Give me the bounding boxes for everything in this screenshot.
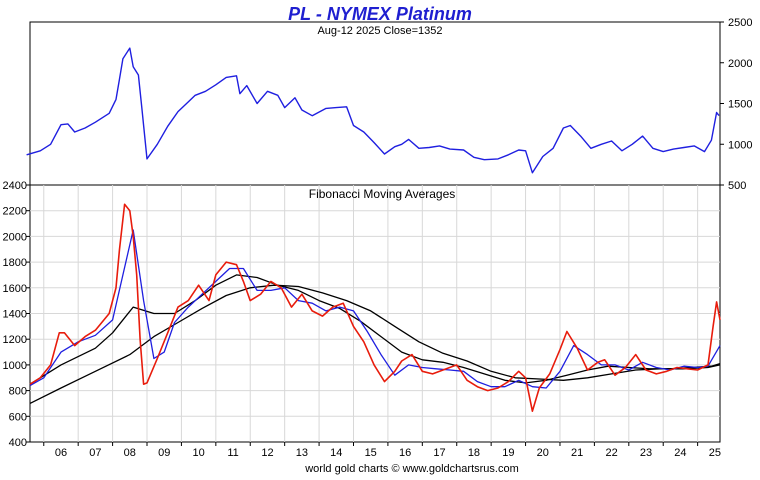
x-tick-label: 09: [158, 447, 170, 459]
price-line: [26, 47, 720, 174]
x-tick-label: 10: [193, 447, 205, 459]
fib-tick-label: 2200: [3, 206, 27, 218]
fib-tick-label: 2000: [3, 231, 27, 243]
x-tick-label: 19: [502, 447, 514, 459]
x-tick-label: 12: [261, 447, 273, 459]
x-tick-label: 25: [709, 447, 721, 459]
fib-tick-label: 800: [9, 386, 27, 398]
x-tick-label: 18: [468, 447, 480, 459]
fib-tick-label: 1800: [3, 257, 27, 269]
fib-tick-label: 600: [9, 411, 27, 423]
x-tick-label: 16: [399, 447, 411, 459]
x-tick-label: 21: [571, 447, 583, 459]
fib-tick-label: 2400: [3, 180, 27, 192]
price-panel-frame: [29, 21, 721, 186]
fib-tick-label: 1600: [3, 283, 27, 295]
fib-tick-label: 1000: [3, 360, 27, 372]
x-tick-label: 13: [296, 447, 308, 459]
fibonacci-lines: [29, 203, 721, 413]
x-tick-label: 15: [365, 447, 377, 459]
x-tick-label: 08: [124, 447, 136, 459]
x-tick-label: 20: [537, 447, 549, 459]
price-tick-label: 500: [728, 180, 746, 192]
price-lines: [26, 47, 720, 174]
fibonacci-panel-title: Fibonacci Moving Averages: [309, 187, 456, 201]
footer-credit: world gold charts © www.goldchartsrus.co…: [304, 463, 519, 475]
price-axis: 500 1000 1500 2000 2500: [720, 17, 752, 192]
x-tick-label: 22: [605, 447, 617, 459]
price-tick-label: 1500: [728, 99, 752, 111]
chart-subtitle: Aug-12 2025 Close=1352: [317, 25, 442, 37]
x-tick-label: 24: [674, 447, 686, 459]
fibonacci-grid: [30, 185, 720, 442]
x-tick-label: 07: [89, 447, 101, 459]
fib-average-blue: [29, 229, 721, 389]
fib-tick-label: 400: [9, 437, 27, 449]
x-tick-label: 17: [433, 447, 445, 459]
x-tick-label: 06: [55, 447, 67, 459]
x-tick-label: 23: [640, 447, 652, 459]
x-tick-label: 11: [227, 447, 238, 459]
price-line-red: [29, 203, 721, 413]
chart-title: PL - NYMEX Platinum: [288, 4, 472, 24]
x-axis: 06 07 08 09 10 11 12 13 14 15 16 17 18 19 20 21 22 23 24 25: [43, 442, 721, 459]
fibonacci-y-axis: 400 600 800 1000 1200 1400 1600 1800 2000 2200 240…: [3, 180, 30, 449]
fib-tick-label: 1200: [3, 334, 27, 346]
price-tick-label: 2500: [728, 17, 752, 29]
price-tick-label: 1000: [728, 139, 752, 151]
x-tick-label: 14: [330, 447, 342, 459]
price-tick-label: 2000: [728, 58, 752, 70]
fib-tick-label: 1400: [3, 309, 27, 321]
